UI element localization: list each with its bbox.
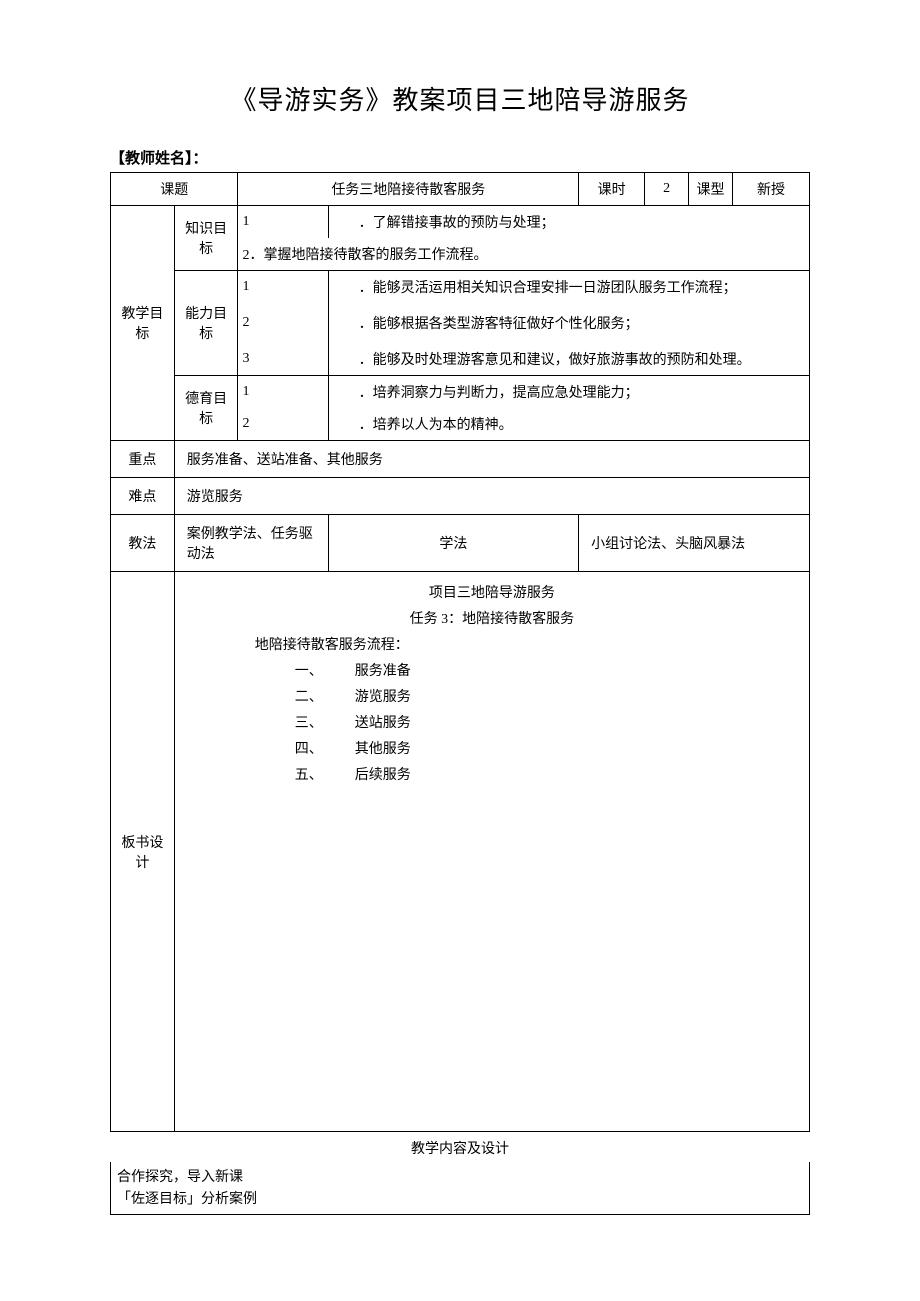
ability-num-3: 3 — [238, 343, 328, 376]
board-content: 项目三地陪导游服务 任务 3：地陪接待散客服务 地陪接待散客服务流程： 一、服务… — [174, 572, 809, 1132]
learn-method-label: 学法 — [328, 515, 579, 572]
knowledge-text-2: 2．掌握地陪接待散客的服务工作流程。 — [238, 238, 810, 271]
lesson-plan-table: 课题 任务三地陪接待散客服务 课时 2 课型 新授 教学目标 知识目标 1 ．了… — [110, 172, 810, 1132]
board-design-row: 板书设计 项目三地陪导游服务 任务 3：地陪接待散客服务 地陪接待散客服务流程：… — [111, 572, 810, 1132]
difficulty-row: 难点 游览服务 — [111, 478, 810, 515]
difficulty-label: 难点 — [111, 478, 175, 515]
board-item-5: 五、后续服务 — [205, 764, 779, 784]
knowledge-goal-row-1: 教学目标 知识目标 1 ．了解错接事故的预防与处理； — [111, 206, 810, 239]
hours-value: 2 — [645, 173, 689, 206]
focus-row: 重点 服务准备、送站准备、其他服务 — [111, 441, 810, 478]
methods-row: 教法 案例教学法、任务驱动法 学法 小组讨论法、头脑风暴法 — [111, 515, 810, 572]
ability-num-2: 2 — [238, 303, 328, 343]
hours-label: 课时 — [579, 173, 645, 206]
moral-goal-row-1: 德育目标 1 ．培养洞察力与判断力，提高应急处理能力； — [111, 376, 810, 409]
knowledge-text-1: ．了解错接事故的预防与处理； — [328, 206, 809, 239]
board-heading-1: 项目三地陪导游服务 — [205, 582, 779, 602]
content-line-1: 合作探究，导入新课 — [117, 1166, 803, 1186]
type-label: 课型 — [689, 173, 733, 206]
ability-num-1: 1 — [238, 271, 328, 304]
content-section-heading: 教学内容及设计 — [110, 1138, 810, 1158]
board-item-2: 二、游览服务 — [205, 686, 779, 706]
knowledge-num-1: 1 — [238, 206, 328, 239]
goals-section-label: 教学目标 — [111, 206, 175, 441]
board-subtitle: 地陪接待散客服务流程： — [205, 634, 779, 654]
teacher-name-label: 【教师姓名】： — [110, 147, 810, 168]
knowledge-label: 知识目标 — [174, 206, 238, 271]
focus-value: 服务准备、送站准备、其他服务 — [174, 441, 809, 478]
moral-num-2: 2 — [238, 408, 328, 441]
topic-label: 课题 — [111, 173, 238, 206]
ability-text-2: ．能够根据各类型游客特征做好个性化服务； — [328, 303, 809, 343]
ability-goal-row-1: 能力目标 1 ．能够灵活运用相关知识合理安排一日游团队服务工作流程； — [111, 271, 810, 304]
moral-text-2: ．培养以人为本的精神。 — [328, 408, 809, 441]
board-item-1: 一、服务准备 — [205, 660, 779, 680]
type-value: 新授 — [733, 173, 810, 206]
board-item-3: 三、送站服务 — [205, 712, 779, 732]
content-line-2: 「佐逐目标」分析案例 — [117, 1188, 803, 1208]
board-heading-2: 任务 3：地陪接待散客服务 — [205, 608, 779, 628]
learn-method-value: 小组讨论法、头脑风暴法 — [579, 515, 810, 572]
teach-method-label: 教法 — [111, 515, 175, 572]
teach-method-value: 案例教学法、任务驱动法 — [174, 515, 328, 572]
ability-text-1: ．能够灵活运用相关知识合理安排一日游团队服务工作流程； — [328, 271, 809, 304]
moral-label: 德育目标 — [174, 376, 238, 441]
focus-label: 重点 — [111, 441, 175, 478]
ability-label: 能力目标 — [174, 271, 238, 376]
content-section-box: 合作探究，导入新课 「佐逐目标」分析案例 — [110, 1162, 810, 1215]
board-label: 板书设计 — [111, 572, 175, 1132]
difficulty-value: 游览服务 — [174, 478, 809, 515]
moral-text-1: ．培养洞察力与判断力，提高应急处理能力； — [328, 376, 809, 409]
board-item-4: 四、其他服务 — [205, 738, 779, 758]
moral-num-1: 1 — [238, 376, 328, 409]
ability-text-3: ．能够及时处理游客意见和建议，做好旅游事故的预防和处理。 — [328, 343, 809, 376]
header-row: 课题 任务三地陪接待散客服务 课时 2 课型 新授 — [111, 173, 810, 206]
document-title: 《导游实务》教案项目三地陪导游服务 — [110, 80, 810, 117]
topic-value: 任务三地陪接待散客服务 — [238, 173, 579, 206]
